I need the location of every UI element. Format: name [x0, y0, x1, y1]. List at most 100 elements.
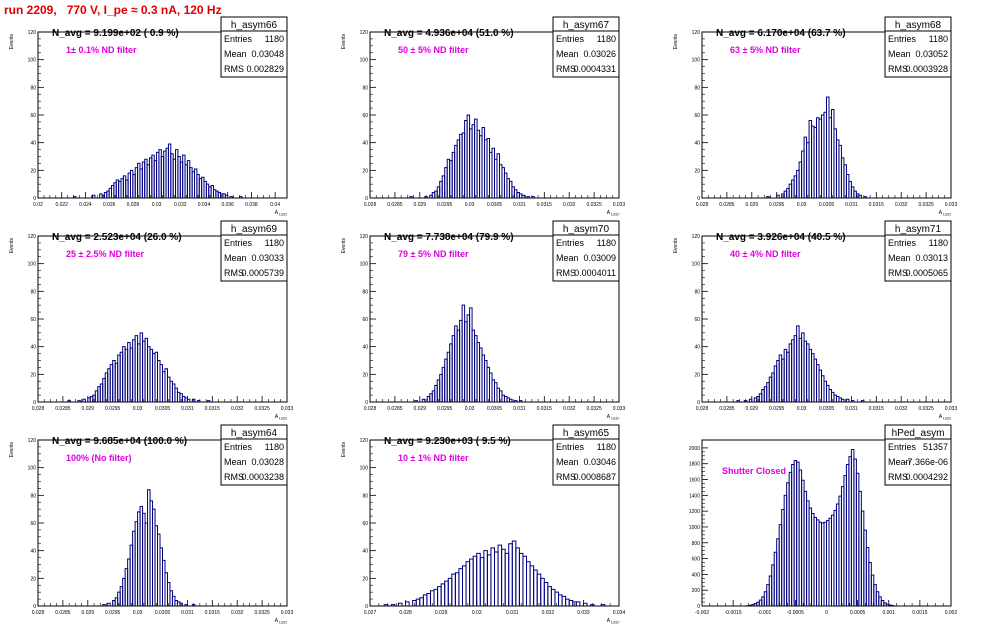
y-tick-label: 60 — [30, 113, 36, 119]
x-tick-label: 0.032 — [231, 610, 244, 616]
x-tick-label: -0.001 — [757, 610, 771, 616]
x-tick-label: 0.029 — [746, 406, 759, 412]
filter-label: 1± 0.1% ND filter — [66, 45, 137, 55]
stat-key-entries: Entries — [224, 34, 253, 44]
stat-key-mean: Mean — [888, 49, 911, 59]
navg-label: N_avg = 9.685e+04 (100.0 %) — [52, 436, 187, 447]
x-tick-label: 0.0305 — [487, 406, 503, 412]
x-tick-label: 0.029 — [414, 202, 427, 208]
histogram-svg: 0200400600800100012001400160018002000-0.… — [664, 424, 994, 624]
x-tick-label: 0.0315 — [537, 406, 553, 412]
x-tick-label: 0.028 — [364, 406, 377, 412]
y-tick-label: 60 — [694, 317, 700, 323]
stat-key-mean: Mean — [224, 253, 247, 263]
y-tick-label: 40 — [362, 141, 368, 147]
x-tick-label: 0.029 — [414, 406, 427, 412]
y-axis-label: Events — [9, 34, 15, 50]
x-tick-label: 0.0295 — [105, 406, 121, 412]
stat-value-rms: 0.0005065 — [905, 268, 948, 278]
x-axis-label: A LED — [275, 414, 287, 420]
stat-value-entries: 1180 — [597, 34, 616, 44]
stat-value-rms: 0.0003928 — [905, 64, 948, 74]
filter-label: 40 ± 4% ND filter — [730, 249, 801, 259]
x-tick-label: 0.027 — [364, 610, 377, 616]
stat-key-mean: Mean — [224, 457, 247, 467]
stat-key-mean: Mean — [556, 49, 579, 59]
x-tick-label: 0.031 — [513, 202, 526, 208]
x-tick-label: 0.033 — [281, 406, 294, 412]
x-axis-label: A LED — [607, 618, 619, 624]
y-tick-label: 1400 — [689, 493, 700, 499]
y-tick-label: 600 — [692, 557, 701, 563]
y-tick-label: 80 — [30, 289, 36, 295]
stat-key-entries: Entries — [888, 238, 917, 248]
x-tick-label: -0.0005 — [787, 610, 804, 616]
x-tick-label: 0.0325 — [254, 406, 270, 412]
x-tick-label: 0.0325 — [586, 202, 602, 208]
y-tick-label: 40 — [30, 141, 36, 147]
x-axis-label: A LED — [939, 210, 951, 216]
y-tick-label: 40 — [362, 549, 368, 555]
x-tick-label: 0.0325 — [918, 202, 934, 208]
x-tick-label: 0.03 — [797, 406, 807, 412]
stat-value-mean: 0.03048 — [251, 49, 284, 59]
x-tick-label: 0.0325 — [586, 406, 602, 412]
x-tick-label: 0.0285 — [387, 202, 403, 208]
x-tick-label: 0.032 — [174, 202, 187, 208]
y-tick-label: 120 — [360, 30, 369, 36]
stat-key-mean: Mean — [556, 457, 579, 467]
x-tick-label: 0.0285 — [55, 610, 71, 616]
x-tick-label: 0.028 — [32, 610, 45, 616]
x-tick-label: 0.001 — [882, 610, 895, 616]
y-tick-label: 80 — [694, 289, 700, 295]
y-axis-label: Events — [341, 238, 347, 254]
stat-value-entries: 51357 — [923, 442, 948, 452]
x-tick-label: 0.032 — [231, 406, 244, 412]
stat-key-entries: Entries — [556, 238, 585, 248]
navg-label: N_avg = 4.936e+04 (51.0 %) — [384, 28, 514, 39]
y-axis-label: Events — [9, 442, 15, 458]
x-tick-label: 0.0285 — [387, 406, 403, 412]
x-tick-label: 0.033 — [613, 406, 626, 412]
stat-key-entries: Entries — [224, 442, 253, 452]
x-tick-label: 0.033 — [281, 610, 294, 616]
x-tick-label: 0.034 — [613, 610, 626, 616]
stat-value-mean: 0.03009 — [583, 253, 616, 263]
y-tick-label: 1800 — [689, 462, 700, 468]
stat-value-entries: 1180 — [597, 238, 616, 248]
stat-key-mean: Mean — [556, 253, 579, 263]
stat-value-mean: 0.03052 — [915, 49, 948, 59]
x-tick-label: 0.0005 — [850, 610, 866, 616]
filter-label: 100% (No filter) — [66, 453, 132, 463]
x-tick-label: 0.034 — [198, 202, 211, 208]
x-tick-label: 0.028 — [364, 202, 377, 208]
y-tick-label: 20 — [30, 372, 36, 378]
stat-key-mean: Mean — [888, 253, 911, 263]
stat-value-mean: 0.03028 — [251, 457, 284, 467]
stat-key-entries: Entries — [888, 442, 917, 452]
x-axis-label: A LED — [607, 414, 619, 420]
x-tick-label: 0.03 — [133, 406, 143, 412]
x-tick-label: 0.022 — [55, 202, 68, 208]
filter-label: 63 ± 5% ND filter — [730, 45, 801, 55]
x-tick-label: 0.03 — [465, 202, 475, 208]
x-tick-label: 0.0295 — [769, 202, 785, 208]
x-axis-label: A LED — [275, 210, 287, 216]
x-tick-label: 0.033 — [577, 610, 590, 616]
y-tick-label: 1600 — [689, 478, 700, 484]
stat-key-mean: Mean — [224, 49, 247, 59]
x-tick-label: 0.031 — [181, 610, 194, 616]
x-tick-label: 0.031 — [845, 202, 858, 208]
x-tick-label: 0.0315 — [869, 202, 885, 208]
y-tick-label: 400 — [692, 572, 701, 578]
stat-value-entries: 1180 — [265, 238, 284, 248]
y-tick-label: 20 — [694, 372, 700, 378]
x-tick-label: 0.0295 — [437, 406, 453, 412]
